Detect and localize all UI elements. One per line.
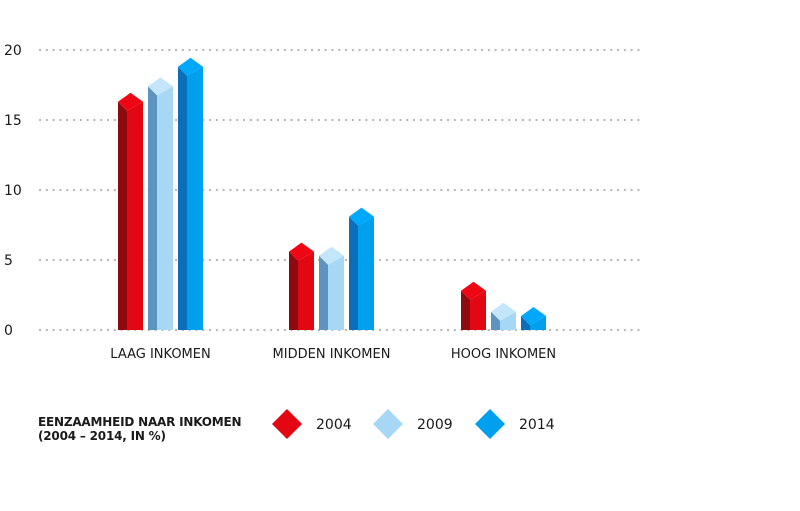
bar-cap — [118, 92, 143, 111]
legend-swatch-2014 — [475, 409, 505, 439]
bar-face-right — [127, 101, 143, 330]
bar-face-left — [148, 86, 157, 331]
bar-face-left — [349, 216, 358, 330]
bars — [118, 57, 546, 331]
legend-swatch-2004 — [272, 409, 302, 439]
legend-item-2009: 2009 — [373, 409, 453, 439]
bar-cap — [178, 57, 203, 76]
bar-face-left — [461, 290, 470, 330]
category-label-2: HOOG INKOMEN — [451, 347, 556, 362]
y-tick-label-0: 0 — [4, 323, 13, 339]
bar-face-right — [328, 255, 344, 330]
bar-face-left — [289, 251, 298, 330]
bar-2014-2 — [521, 307, 546, 330]
bar-face-right — [298, 251, 314, 330]
bar-2014-0 — [178, 57, 203, 331]
bar-face-right — [530, 316, 546, 330]
category-label-1: MIDDEN INKOMEN — [273, 347, 391, 362]
bar-cap — [461, 281, 486, 300]
bar-2009-1 — [319, 246, 344, 330]
bar-face-right — [157, 86, 173, 331]
y-tick-label-10: 10 — [4, 183, 22, 199]
bar-face-left — [118, 101, 127, 330]
y-axis-ticks: 0 5 10 15 20 — [4, 43, 22, 339]
category-labels: LAAG INKOMEN MIDDEN INKOMEN HOOG INKOMEN — [110, 347, 556, 362]
bar-face-right — [500, 311, 516, 330]
legend-label-2009: 2009 — [417, 417, 453, 433]
legend-item-2004: 2004 — [272, 409, 352, 439]
bar-2004-2 — [461, 281, 486, 330]
bar-cap — [148, 77, 173, 96]
y-tick-label-20: 20 — [4, 43, 22, 59]
bar-2004-1 — [289, 242, 314, 330]
bar-cap — [491, 302, 516, 321]
category-label-0: LAAG INKOMEN — [110, 347, 210, 362]
bar-face-left — [319, 255, 328, 330]
bar-face-right — [470, 290, 486, 330]
chart-title-line-1: EENZAAMHEID NAAR INKOMEN — [38, 415, 242, 429]
legend-label-2014: 2014 — [519, 417, 555, 433]
legend-label-2004: 2004 — [316, 417, 352, 433]
bar-2009-0 — [148, 77, 173, 331]
bar-cap — [521, 307, 546, 325]
bar-cap — [349, 207, 374, 226]
chart-title: EENZAAMHEID NAAR INKOMEN (2004 – 2014, I… — [38, 415, 268, 443]
chart-title-line-2: (2004 – 2014, IN %) — [38, 429, 166, 443]
bar-face-left — [178, 66, 187, 331]
bar-cap — [289, 242, 314, 261]
bar-2009-2 — [491, 302, 516, 330]
bar-face-left — [521, 316, 530, 330]
y-tick-label-15: 15 — [4, 113, 22, 129]
legend-swatch-2009 — [373, 409, 403, 439]
legend: 2004 2009 2014 — [272, 409, 555, 439]
bar-cap — [319, 246, 344, 265]
bar-2004-0 — [118, 92, 143, 330]
y-tick-label-5: 5 — [4, 253, 13, 269]
bar-face-left — [491, 311, 500, 330]
bar-2014-1 — [349, 207, 374, 330]
bar-face-right — [187, 66, 203, 331]
bar-face-right — [358, 216, 374, 330]
legend-item-2014: 2014 — [475, 409, 555, 439]
